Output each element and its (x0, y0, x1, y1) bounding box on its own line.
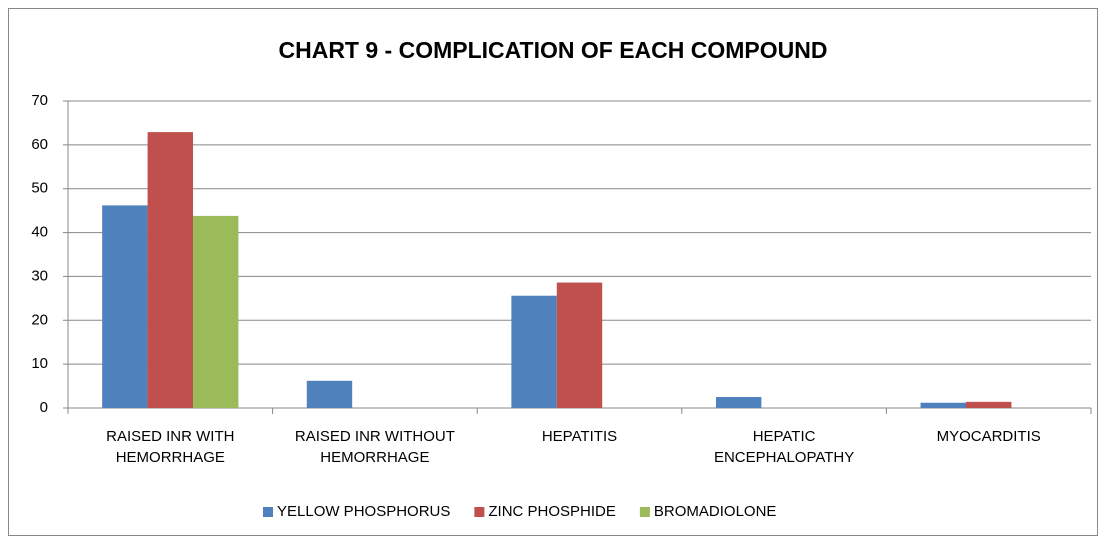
y-tick-label: 0 (40, 399, 48, 416)
legend-label: BROMADIOLONE (654, 503, 777, 520)
x-tick-label: HEPATITIS (541, 428, 618, 445)
y-tick-label: 30 (31, 267, 48, 284)
bar (511, 295, 557, 408)
x-tick-label: RAISED INR WITHOUT HEMORRHAGE (294, 428, 455, 466)
bar (556, 282, 603, 408)
bar (715, 397, 762, 408)
x-tick-label: MYOCARDITIS (936, 428, 1041, 445)
bar (965, 401, 1012, 408)
legend-swatch (639, 507, 650, 517)
bar (102, 205, 148, 408)
y-tick-label: 70 (31, 92, 48, 109)
bar (193, 215, 239, 408)
x-tick-label: HEPATIC ENCEPHALOPATHY (713, 428, 855, 466)
chart-title: CHART 9 - COMPLICATION OF EACH COMPOUND (278, 37, 827, 63)
x-tick-label: RAISED INR WITH HEMORRHAGE (106, 428, 235, 466)
y-tick-label: 40 (31, 224, 48, 241)
legend-swatch (474, 507, 485, 517)
bar (306, 380, 353, 408)
legend-label: YELLOW PHOSPHORUS (277, 503, 450, 520)
legend-swatch (263, 507, 273, 517)
y-tick-label: 10 (31, 355, 48, 372)
bar (147, 132, 194, 409)
y-tick-label: 60 (31, 136, 48, 153)
y-tick-label: 20 (31, 311, 48, 328)
bar (920, 402, 966, 408)
legend-label: ZINC PHOSPHIDE (488, 503, 616, 520)
y-tick-label: 50 (31, 180, 48, 197)
